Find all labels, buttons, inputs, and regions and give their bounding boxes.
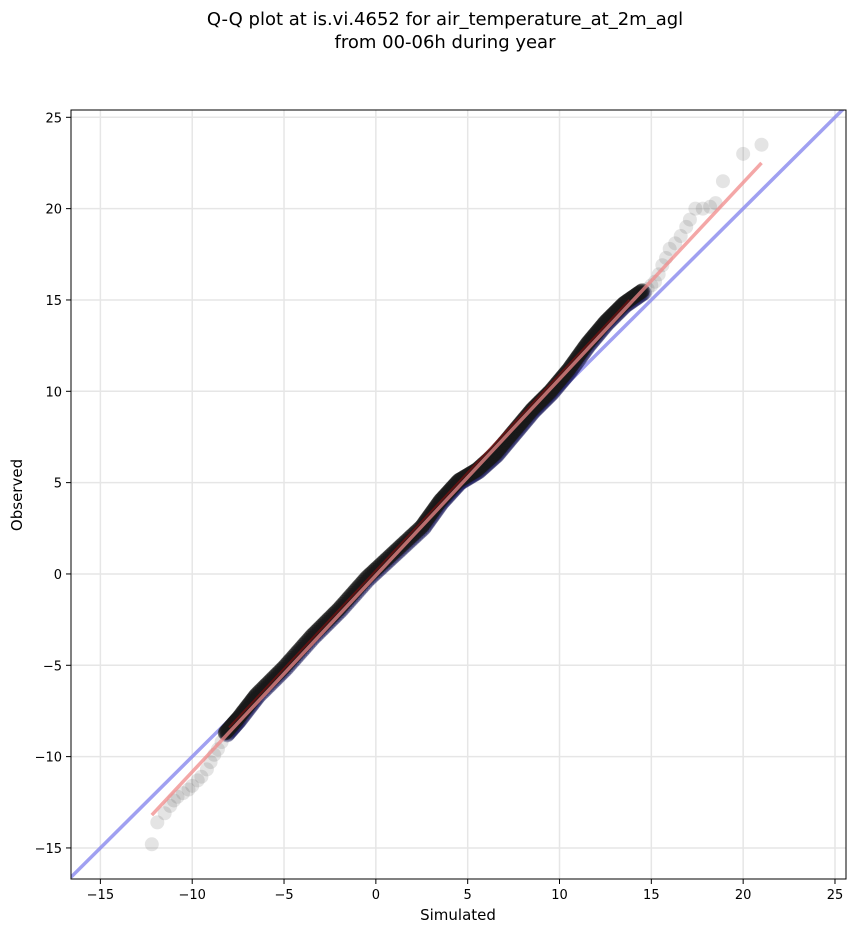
y-tick-label: 0 [54,568,62,583]
y-tick-label: 10 [45,385,62,400]
x-tick-label: 5 [464,888,472,903]
tail-point [682,212,697,227]
y-tick-label: 25 [45,111,62,126]
tail-point [157,806,172,821]
x-tick-label: 0 [372,888,380,903]
fit-line-group [150,161,763,817]
tail-point [181,782,196,797]
tail-point [673,229,688,244]
x-tick-label: 25 [827,888,844,903]
tail-point [668,236,683,251]
tail-point [199,762,214,777]
x-tick-label: −10 [178,888,205,903]
tail-point [754,137,769,152]
tail-point [150,815,165,830]
fit-line [150,161,763,817]
y-tick-label: −10 [35,751,62,766]
tail-point [194,769,209,784]
y-tick-label: 20 [45,203,62,218]
x-axis-ticks: −15 −10 −5 0 5 10 15 20 25 [87,879,844,903]
tail-point [688,201,703,216]
tail-point [736,146,751,161]
tail-point [695,201,710,216]
x-tick-label: −5 [274,888,293,903]
chart-title-line-2: from 00-06h during year [335,32,557,53]
tail-point [203,755,218,770]
tail-point [190,773,205,788]
plot-area [71,110,845,879]
tail-point [655,258,670,273]
x-tick-label: 20 [735,888,752,903]
fit-line-core [228,299,631,729]
y-axis-label: Observed [8,459,26,531]
tail-point [679,219,694,234]
y-tick-label: 15 [45,294,62,309]
y-tick-label: −5 [43,659,62,674]
tail-point [163,798,178,813]
tail-point [715,174,730,189]
tail-point [185,778,200,793]
x-tick-label: 15 [643,888,660,903]
tail-point [703,199,718,214]
x-axis-label: Simulated [420,906,496,924]
y-axis-ticks: −15 −10 −5 0 5 10 15 20 25 [35,111,71,857]
tail-point [176,786,191,801]
chart-title-line-1: Q-Q plot at is.vi.4652 for air_temperatu… [207,9,683,30]
y-tick-label: −15 [35,842,62,857]
y-tick-label: 5 [54,477,62,492]
tail-point [662,241,677,256]
plot-frame [70,109,847,880]
x-tick-label: 10 [551,888,568,903]
x-tick-label: −15 [87,888,114,903]
tail-point [144,837,159,852]
